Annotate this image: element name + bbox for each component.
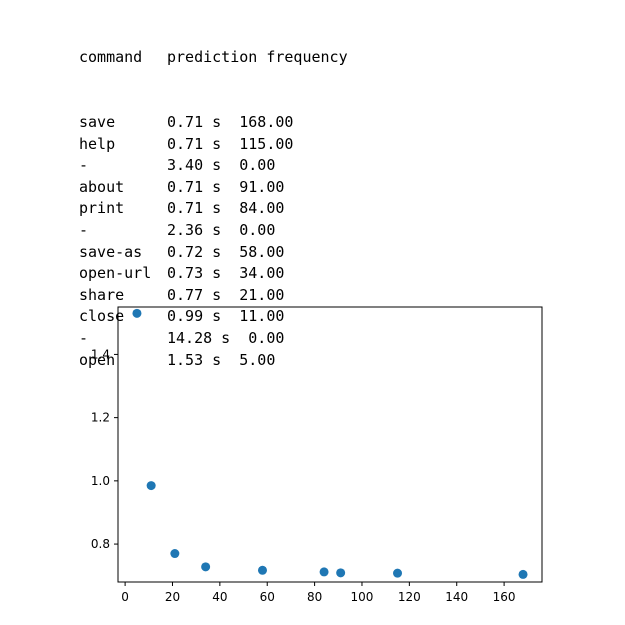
data-point [146, 481, 156, 491]
cell-prediction: 14.28 s [167, 328, 231, 347]
cell-prediction: 2.36 s [167, 220, 222, 239]
y-tick-label: 0.8 [91, 537, 110, 551]
cell-frequency: 84.00 [239, 199, 285, 218]
cell-frequency: 168.00 [239, 112, 294, 131]
cell-frequency: 21.00 [239, 285, 285, 304]
table-row: print 0.71 s 84.00 [79, 198, 348, 220]
results-table: command prediction frequency save 0.71 s 1… [79, 4, 348, 393]
table-row: close 0.99 s 11.00 [79, 306, 348, 328]
x-tick-label: 120 [398, 590, 421, 604]
x-axis: 0 20 40 60 80 100 120 140 160 [121, 582, 516, 604]
cell-frequency: 34.00 [239, 264, 285, 283]
x-tick-label: 100 [351, 590, 374, 604]
table-row: save-as 0.72 s 58.00 [79, 242, 348, 264]
x-tick-label: 20 [165, 590, 180, 604]
cell-frequency: 115.00 [239, 134, 294, 153]
cell-command: help [79, 134, 116, 153]
cell-frequency: 58.00 [239, 242, 285, 261]
table-row: save 0.71 s 168.00 [79, 112, 348, 134]
table-row: - 3.40 s 0.00 [79, 155, 348, 177]
header-prediction: prediction [167, 48, 258, 67]
cell-prediction: 3.40 s [167, 156, 222, 175]
data-point [132, 308, 142, 318]
data-point [257, 565, 267, 575]
cell-prediction: 0.71 s [167, 134, 222, 153]
data-point [319, 567, 329, 577]
cell-command: save-as [79, 242, 143, 261]
table-header: command prediction frequency [79, 47, 348, 69]
x-tick-label: 140 [445, 590, 468, 604]
cell-prediction: 0.71 s [167, 199, 222, 218]
cell-command: - [79, 156, 89, 175]
cell-command: - [79, 220, 89, 239]
plot-frame [117, 306, 543, 583]
cell-command: close [79, 307, 125, 326]
cell-frequency: 0.00 [239, 220, 276, 239]
x-tick-label: 60 [260, 590, 275, 604]
cell-prediction: 0.72 s [167, 242, 222, 261]
cell-prediction: 0.99 s [167, 307, 222, 326]
cell-command: share [79, 285, 125, 304]
table-row: help 0.71 s 115.00 [79, 134, 348, 156]
table-row: open-url 0.73 s 34.00 [79, 263, 348, 285]
table-body: save 0.71 s 168.00 help 0.71 s 115.00 - 3.40 … [79, 112, 348, 371]
header-frequency: frequency [266, 48, 348, 67]
cell-command: open [79, 350, 116, 369]
cell-prediction: 0.71 s [167, 177, 222, 196]
data-point [518, 569, 528, 579]
cell-command: - [79, 328, 89, 347]
data-point [170, 549, 180, 559]
cell-frequency: 91.00 [239, 177, 285, 196]
y-tick-label: 1.0 [91, 474, 110, 488]
data-points [132, 308, 528, 579]
cell-prediction: 1.53 s [167, 350, 222, 369]
cell-frequency: 11.00 [239, 307, 285, 326]
cell-command: print [79, 199, 125, 218]
x-tick-label: 0 [121, 590, 129, 604]
cell-command: open-url [79, 264, 152, 283]
data-point [336, 568, 346, 578]
table-row: open 1.53 s 5.00 [79, 350, 348, 372]
table-row: about 0.71 s 91.00 [79, 177, 348, 199]
table-row: - 14.28 s 0.00 [79, 328, 348, 350]
table-row: share 0.77 s 21.00 [79, 285, 348, 307]
x-tick-label: 160 [493, 590, 516, 604]
cell-prediction: 0.73 s [167, 264, 222, 283]
x-tick-label: 80 [307, 590, 322, 604]
cell-frequency: 0.00 [248, 328, 285, 347]
data-point [201, 562, 211, 572]
table-row: - 2.36 s 0.00 [79, 220, 348, 242]
cell-prediction: 0.71 s [167, 112, 222, 131]
cell-command: about [79, 177, 125, 196]
x-tick-label: 40 [212, 590, 227, 604]
cell-frequency: 0.00 [239, 156, 276, 175]
cell-command: save [79, 112, 116, 131]
data-point [393, 568, 403, 578]
y-axis: 0.8 1.0 1.2 1.4 [91, 347, 118, 551]
y-tick-label: 1.4 [91, 347, 110, 361]
cell-prediction: 0.77 s [167, 285, 222, 304]
cell-frequency: 5.00 [239, 350, 276, 369]
header-command: command [79, 48, 143, 67]
y-tick-label: 1.2 [91, 411, 110, 425]
